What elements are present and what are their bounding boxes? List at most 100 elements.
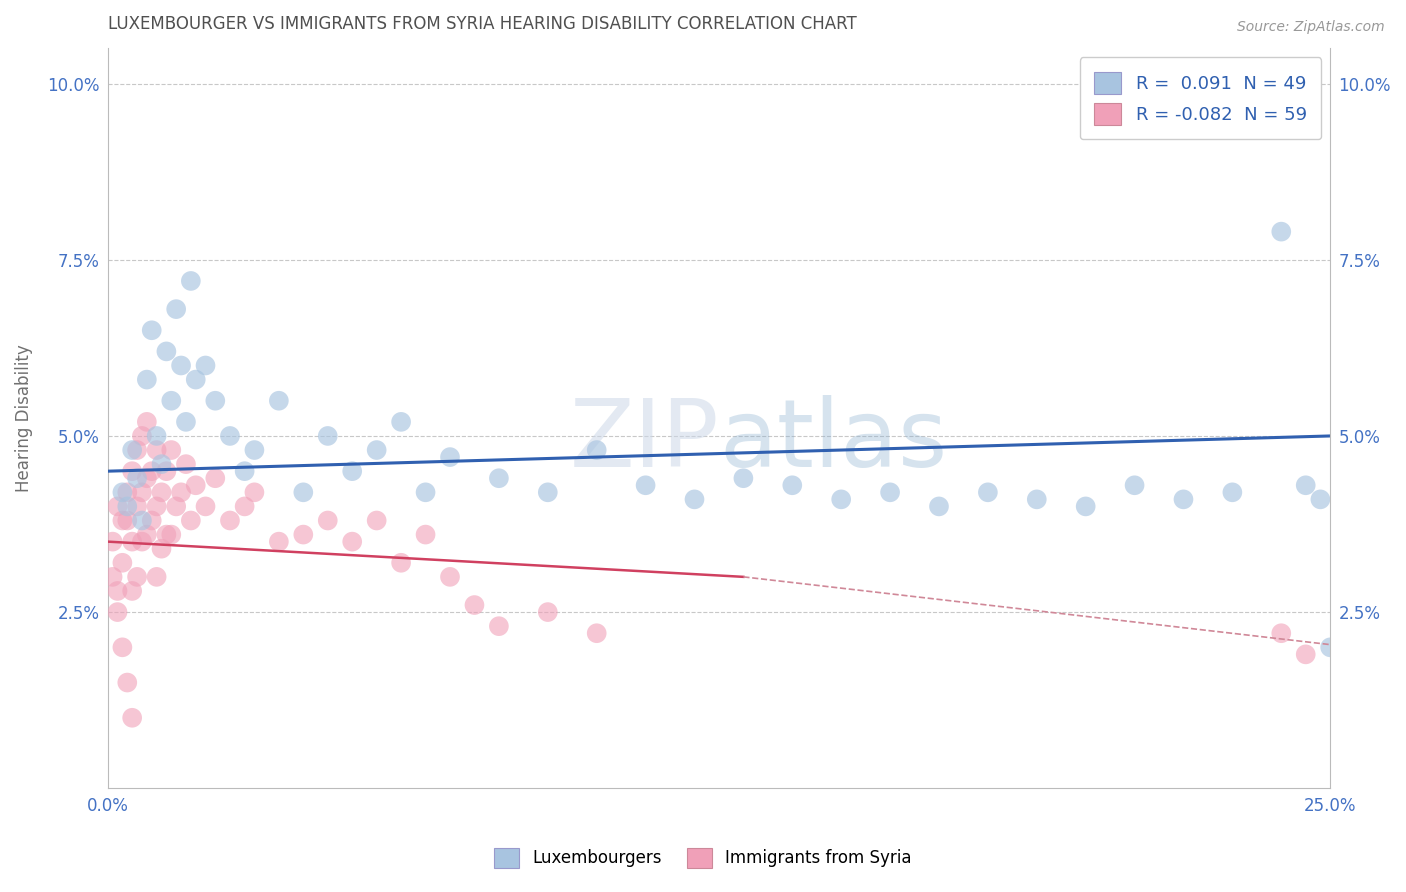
Text: ZIP: ZIP <box>569 394 718 486</box>
Point <box>145 429 167 443</box>
Point <box>267 393 290 408</box>
Point <box>117 514 139 528</box>
Point <box>1319 640 1341 655</box>
Point <box>219 514 242 528</box>
Point <box>135 527 157 541</box>
Point <box>150 541 173 556</box>
Point <box>1222 485 1244 500</box>
Point <box>1270 225 1292 239</box>
Point <box>107 500 129 514</box>
Point <box>125 570 148 584</box>
Point <box>121 584 143 599</box>
Point <box>316 514 339 528</box>
Point <box>111 485 134 500</box>
Point <box>634 478 657 492</box>
Point <box>117 675 139 690</box>
Point <box>131 534 153 549</box>
Point <box>267 534 290 549</box>
Point <box>155 344 177 359</box>
Point <box>1309 492 1331 507</box>
Point <box>111 514 134 528</box>
Point <box>879 485 901 500</box>
Point <box>150 457 173 471</box>
Point <box>145 500 167 514</box>
Point <box>537 605 560 619</box>
Point <box>141 323 163 337</box>
Point <box>233 500 256 514</box>
Point <box>107 605 129 619</box>
Point <box>117 485 139 500</box>
Point <box>184 478 207 492</box>
Point <box>160 443 183 458</box>
Point <box>194 359 217 373</box>
Point <box>415 485 437 500</box>
Point <box>585 443 607 458</box>
Point <box>243 443 266 458</box>
Point <box>439 570 461 584</box>
Point <box>488 619 510 633</box>
Point <box>782 478 804 492</box>
Point <box>1270 626 1292 640</box>
Point <box>977 485 1000 500</box>
Point <box>101 534 124 549</box>
Point <box>170 485 193 500</box>
Point <box>1074 500 1097 514</box>
Point <box>125 443 148 458</box>
Point <box>184 373 207 387</box>
Point <box>488 471 510 485</box>
Point <box>415 527 437 541</box>
Point <box>121 464 143 478</box>
Point <box>219 429 242 443</box>
Point <box>1295 648 1317 662</box>
Point <box>160 393 183 408</box>
Point <box>180 514 202 528</box>
Point <box>366 443 388 458</box>
Point <box>121 711 143 725</box>
Point <box>141 514 163 528</box>
Legend: Luxembourgers, Immigrants from Syria: Luxembourgers, Immigrants from Syria <box>488 841 918 875</box>
Point <box>233 464 256 478</box>
Point <box>243 485 266 500</box>
Point <box>174 415 197 429</box>
Point <box>111 640 134 655</box>
Point <box>389 415 412 429</box>
Point <box>1025 492 1047 507</box>
Point <box>292 485 315 500</box>
Point <box>125 500 148 514</box>
Point <box>316 429 339 443</box>
Point <box>389 556 412 570</box>
Point <box>145 570 167 584</box>
Point <box>150 485 173 500</box>
Point <box>292 527 315 541</box>
Point <box>141 464 163 478</box>
Point <box>101 570 124 584</box>
Point <box>585 626 607 640</box>
Y-axis label: Hearing Disability: Hearing Disability <box>15 344 32 492</box>
Point <box>155 527 177 541</box>
Text: LUXEMBOURGER VS IMMIGRANTS FROM SYRIA HEARING DISABILITY CORRELATION CHART: LUXEMBOURGER VS IMMIGRANTS FROM SYRIA HE… <box>108 15 856 33</box>
Point <box>160 527 183 541</box>
Point <box>1173 492 1195 507</box>
Point <box>174 457 197 471</box>
Text: Source: ZipAtlas.com: Source: ZipAtlas.com <box>1237 20 1385 34</box>
Point <box>165 500 187 514</box>
Point <box>131 485 153 500</box>
Point <box>155 464 177 478</box>
Legend: R =  0.091  N = 49, R = -0.082  N = 59: R = 0.091 N = 49, R = -0.082 N = 59 <box>1080 57 1322 139</box>
Point <box>366 514 388 528</box>
Point <box>204 393 226 408</box>
Point <box>170 359 193 373</box>
Point <box>342 464 364 478</box>
Point <box>107 584 129 599</box>
Point <box>204 471 226 485</box>
Point <box>537 485 560 500</box>
Point <box>131 429 153 443</box>
Point <box>733 471 755 485</box>
Point <box>928 500 950 514</box>
Point <box>830 492 852 507</box>
Point <box>1295 478 1317 492</box>
Point <box>194 500 217 514</box>
Point <box>121 443 143 458</box>
Point <box>439 450 461 464</box>
Point <box>135 415 157 429</box>
